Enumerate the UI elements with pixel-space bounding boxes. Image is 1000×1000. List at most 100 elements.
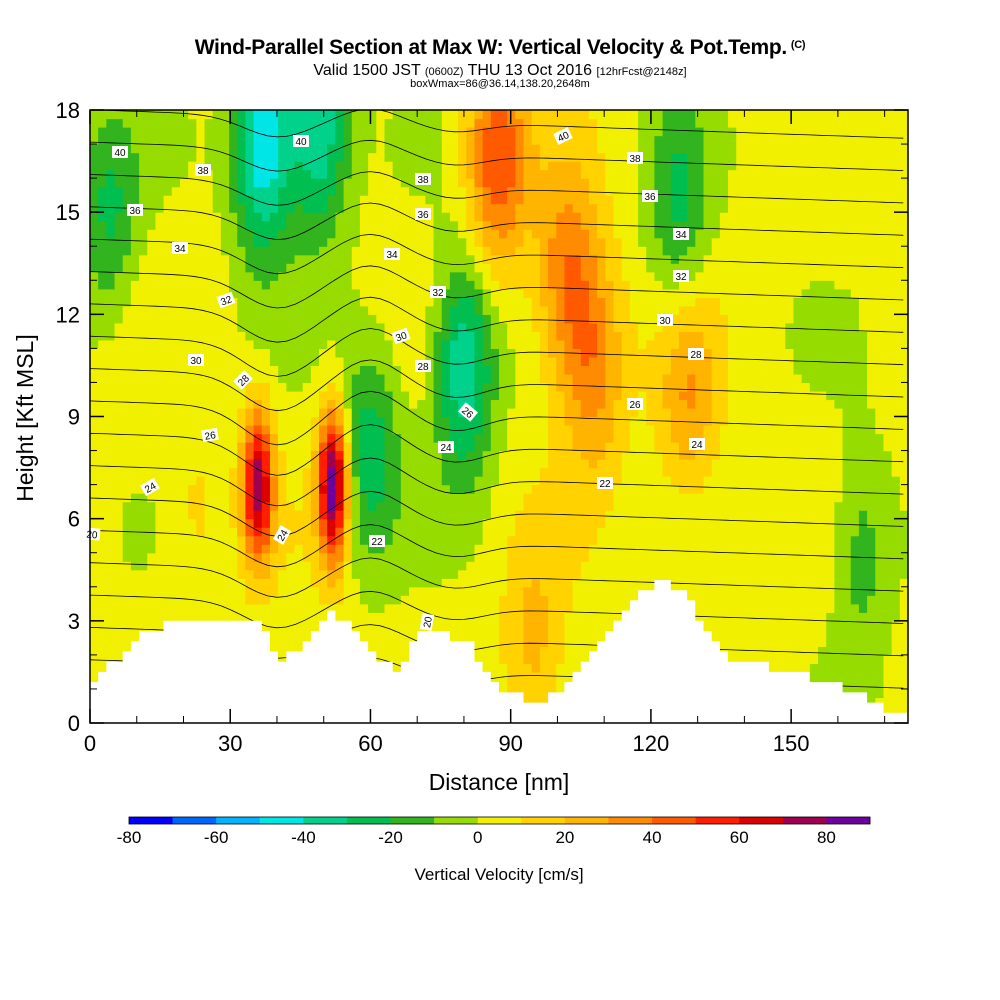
field-cell [482,127,492,137]
field-cell [556,603,566,613]
field-cell [466,629,476,639]
field-cell [204,348,214,358]
field-cell [449,271,459,281]
field-cell [621,356,631,367]
field-cell [204,314,214,324]
field-cell [507,365,516,375]
field-cell [466,161,476,171]
field-cell [343,493,353,503]
field-cell [507,144,516,154]
field-cell [621,331,631,341]
field-cell [449,178,459,188]
field-cell [253,322,263,332]
field-cell [392,178,402,188]
field-cell [179,527,189,537]
field-cell [433,144,443,154]
field-cell [474,586,484,596]
field-cell [417,280,426,290]
field-cell [90,569,99,579]
field-cell [139,237,148,247]
field-cell [253,263,263,273]
field-cell [90,637,99,647]
field-cell [130,186,140,196]
field-cell [188,561,197,571]
field-cell [212,552,222,562]
field-cell [122,612,132,622]
field-cell [351,152,361,162]
field-cell [605,459,615,469]
field-cell [400,220,410,230]
field-cell [392,314,402,324]
field-cell [204,416,214,426]
field-cell [548,144,557,154]
field-cell [433,382,443,392]
field-cell [474,169,484,179]
field-cell [319,237,328,247]
field-cell [163,552,173,562]
field-cell [335,595,345,605]
field-cell [556,501,566,511]
field-cell [474,399,484,409]
field-cell [310,365,320,375]
field-cell [499,186,508,196]
field-cell [458,135,467,145]
field-cell [605,297,615,307]
field-cell [179,399,189,409]
field-cell [621,493,631,503]
field-cell [580,356,590,367]
field-cell [507,280,516,290]
field-cell [646,527,656,537]
field-cell [310,552,320,562]
field-cell [294,305,304,315]
field-cell [482,501,492,511]
field-cell [163,220,173,230]
field-cell [433,373,443,384]
field-cell [580,527,590,537]
field-cell [171,433,181,443]
field-cell [368,212,377,222]
field-cell [531,229,541,239]
field-cell [245,399,255,409]
field-cell [507,229,516,239]
field-cell [220,399,230,409]
field-cell [163,586,173,596]
field-cell [147,178,157,188]
field-cell [106,637,116,647]
field-cell [155,305,165,315]
field-cell [392,595,402,605]
field-cell [499,595,508,605]
field-cell [417,399,426,409]
field-cell [359,569,369,579]
field-cell [564,493,574,503]
field-cell [261,399,271,409]
field-cell [106,195,116,205]
field-cell [580,399,590,409]
field-cell [646,356,656,367]
field-cell [196,407,206,418]
field-cell [286,118,296,128]
field-cell [130,237,140,247]
field-cell [229,484,238,494]
field-cell [588,246,598,256]
field-cell [188,416,197,426]
field-cell [449,518,459,528]
field-cell [163,110,173,120]
field-cell [392,493,402,503]
field-cell [629,484,639,494]
field-cell [556,322,566,332]
field-cell [646,373,656,384]
field-cell [613,314,623,324]
field-cell [466,544,476,554]
field-cell [523,271,533,281]
field-cell [302,246,312,256]
field-cell [376,169,386,179]
field-cell [237,552,247,562]
field-cell [253,603,263,613]
field-cell [335,280,345,290]
field-cell [548,382,557,392]
field-cell [449,152,459,162]
field-cell [539,203,549,213]
field-cell [237,263,247,273]
field-cell [376,220,386,230]
field-cell [629,510,639,520]
